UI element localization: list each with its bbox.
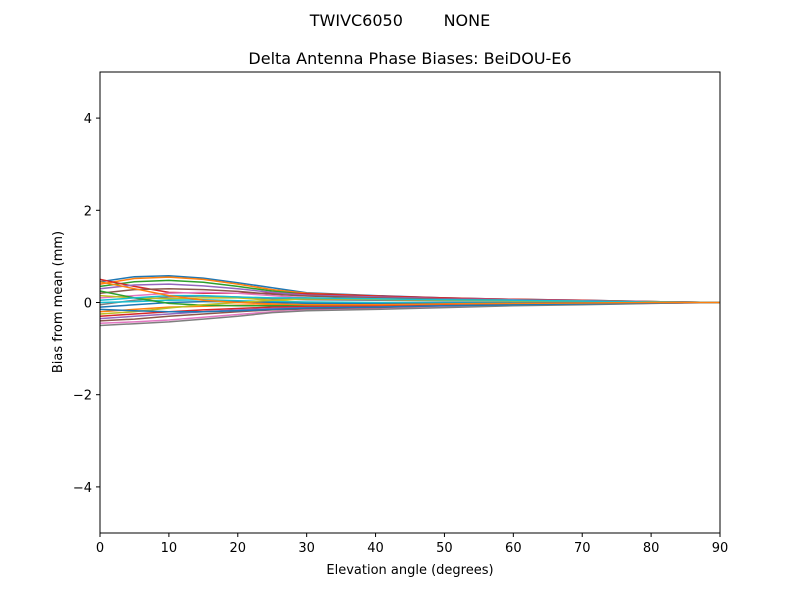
x-tick-label: 30 (298, 541, 315, 556)
y-axis-label: Bias from mean (mm) (51, 231, 66, 373)
series-line-s21 (99, 301, 721, 313)
y-tick-label: −4 (73, 481, 92, 496)
y-tick-label: 4 (84, 112, 92, 127)
series-line-s18 (99, 301, 721, 327)
x-tick-label: 50 (436, 541, 453, 556)
y-tick-label: 0 (84, 297, 92, 312)
x-tick-label: 70 (574, 541, 591, 556)
chart-suptitle: TWIVC6050 NONE (309, 11, 490, 30)
y-tick-label: −2 (73, 389, 92, 404)
x-tick-label: 60 (505, 541, 522, 556)
x-tick-label: 40 (367, 541, 384, 556)
y-tick-label: 2 (84, 204, 92, 219)
x-axis-label: Elevation angle (degrees) (326, 563, 493, 578)
x-tick-label: 80 (643, 541, 660, 556)
series-line-s22 (99, 281, 720, 306)
x-tick-label: 20 (230, 541, 247, 556)
x-tick-label: 0 (96, 541, 104, 556)
chart-title: Delta Antenna Phase Biases: BeiDOU-E6 (248, 49, 571, 68)
x-tick-label: 10 (161, 541, 178, 556)
x-tick-label: 90 (712, 541, 729, 556)
